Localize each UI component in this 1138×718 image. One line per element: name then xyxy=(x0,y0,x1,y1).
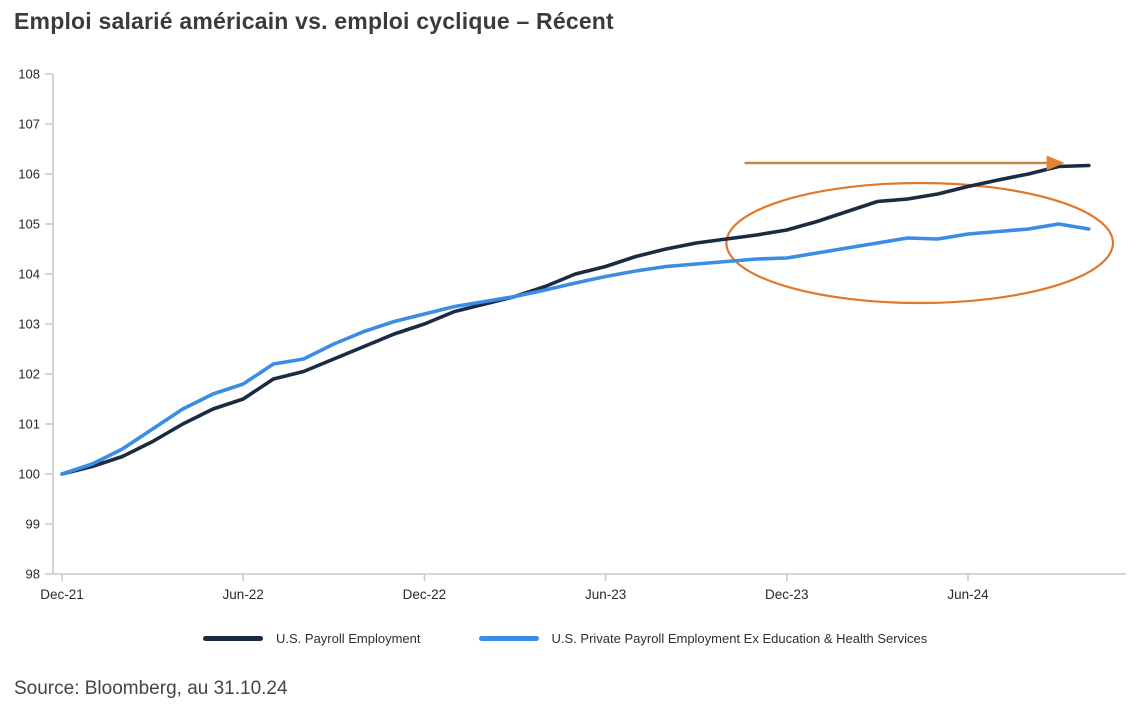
y-axis-tick-label: 102 xyxy=(18,367,40,382)
y-axis-tick-label: 103 xyxy=(18,317,40,332)
source-note: Source: Bloomberg, au 31.10.24 xyxy=(14,678,288,699)
y-axis-tick-label: 106 xyxy=(18,167,40,182)
x-axis-tick-label: Jun-24 xyxy=(947,587,989,602)
legend-swatch-payroll xyxy=(203,636,263,641)
y-axis-tick-label: 99 xyxy=(26,517,40,532)
legend: U.S. Payroll Employment U.S. Private Pay… xyxy=(203,631,927,646)
x-axis-tick-label: Jun-22 xyxy=(223,587,264,602)
y-axis-tick-label: 98 xyxy=(26,567,40,582)
trend-arrowhead-icon xyxy=(1046,155,1065,171)
y-axis-tick-label: 101 xyxy=(18,417,40,432)
y-axis-tick-label: 100 xyxy=(18,467,40,482)
line-chart: 98 99 100 101 102 103 104 105 106 107 108 Dec-21 Jun… xyxy=(18,67,1126,602)
chart-title: Emploi salarié américain vs. emploi cycl… xyxy=(14,8,614,34)
legend-item-private-ex-edu-health: U.S. Private Payroll Employment Ex Educa… xyxy=(478,631,928,646)
legend-swatch-private-ex-edu-health xyxy=(478,636,539,641)
y-axis-tick-label: 104 xyxy=(18,267,40,282)
x-axis-tick-label: Dec-23 xyxy=(765,587,809,602)
payroll-employment-line xyxy=(60,163,1091,476)
highlight-ellipse-annotation xyxy=(725,181,1115,305)
private-ex-edu-health-line xyxy=(60,222,1091,476)
legend-label-payroll: U.S. Payroll Employment xyxy=(276,631,421,646)
y-axis-tick-label: 105 xyxy=(18,217,40,232)
y-axis-tick-label: 108 xyxy=(18,67,40,82)
legend-label-private-ex-edu-health: U.S. Private Payroll Employment Ex Educa… xyxy=(551,631,928,646)
legend-item-payroll: U.S. Payroll Employment xyxy=(203,631,421,646)
x-axis-tick-label: Dec-21 xyxy=(40,587,84,602)
y-axis-tick-label: 107 xyxy=(18,117,40,132)
x-axis-tick-label: Jun-23 xyxy=(585,587,626,602)
x-axis-tick-label: Dec-22 xyxy=(403,587,447,602)
